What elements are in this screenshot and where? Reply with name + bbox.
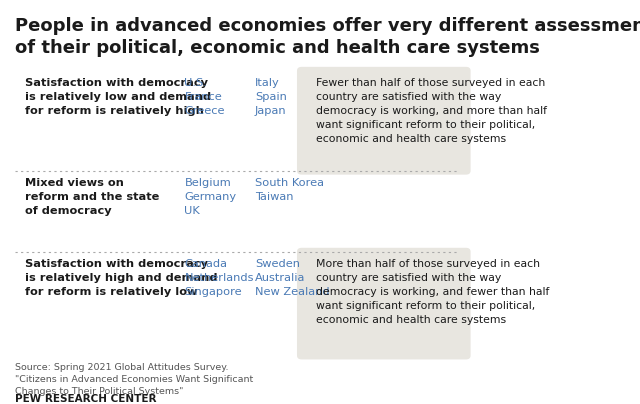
Text: Source: Spring 2021 Global Attitudes Survey.
"Citizens in Advanced Economies Wan: Source: Spring 2021 Global Attitudes Sur… — [15, 363, 253, 396]
Text: People in advanced economies offer very different assessments
of their political: People in advanced economies offer very … — [15, 17, 640, 57]
Text: U.S.
France
Greece: U.S. France Greece — [184, 78, 225, 116]
Text: Sweden
Australia
New Zealand: Sweden Australia New Zealand — [255, 259, 330, 297]
Text: Canada
Netherlands
Singapore: Canada Netherlands Singapore — [184, 259, 254, 297]
FancyBboxPatch shape — [297, 67, 470, 175]
Text: Satisfaction with democracy
is relatively high and demand
for reform is relative: Satisfaction with democracy is relativel… — [25, 259, 218, 297]
Text: More than half of those surveyed in each
country are satisfied with the way
demo: More than half of those surveyed in each… — [316, 259, 549, 325]
Text: Fewer than half of those surveyed in each
country are satisfied with the way
dem: Fewer than half of those surveyed in eac… — [316, 78, 547, 144]
Text: Italy
Spain
Japan: Italy Spain Japan — [255, 78, 287, 116]
Text: Satisfaction with democracy
is relatively low and demand
for reform is relativel: Satisfaction with democracy is relativel… — [25, 78, 211, 116]
Text: South Korea
Taiwan: South Korea Taiwan — [255, 179, 324, 202]
Text: Belgium
Germany
UK: Belgium Germany UK — [184, 179, 237, 217]
Text: PEW RESEARCH CENTER: PEW RESEARCH CENTER — [15, 394, 157, 404]
FancyBboxPatch shape — [297, 248, 470, 360]
Text: Mixed views on
reform and the state
of democracy: Mixed views on reform and the state of d… — [25, 179, 159, 217]
